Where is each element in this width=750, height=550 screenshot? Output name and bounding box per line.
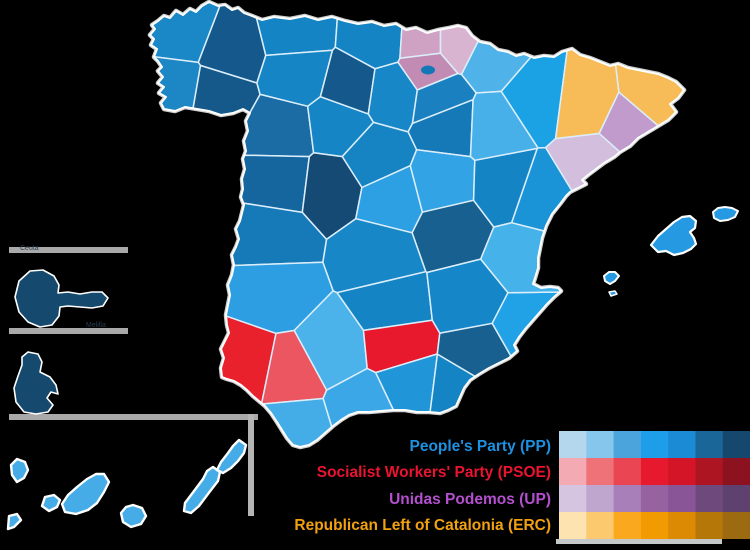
svg-text:Melilla: Melilla xyxy=(86,322,106,329)
svg-text:Unidas Podemos (UP): Unidas Podemos (UP) xyxy=(389,491,551,508)
svg-text:Republican Left of Catalonia (: Republican Left of Catalonia (ERC) xyxy=(294,517,551,534)
svg-text:People's Party (PP): People's Party (PP) xyxy=(409,438,551,455)
svg-text:Socialist Workers' Party (PSOE: Socialist Workers' Party (PSOE) xyxy=(317,464,551,481)
svg-text:Ceuta: Ceuta xyxy=(20,245,39,252)
